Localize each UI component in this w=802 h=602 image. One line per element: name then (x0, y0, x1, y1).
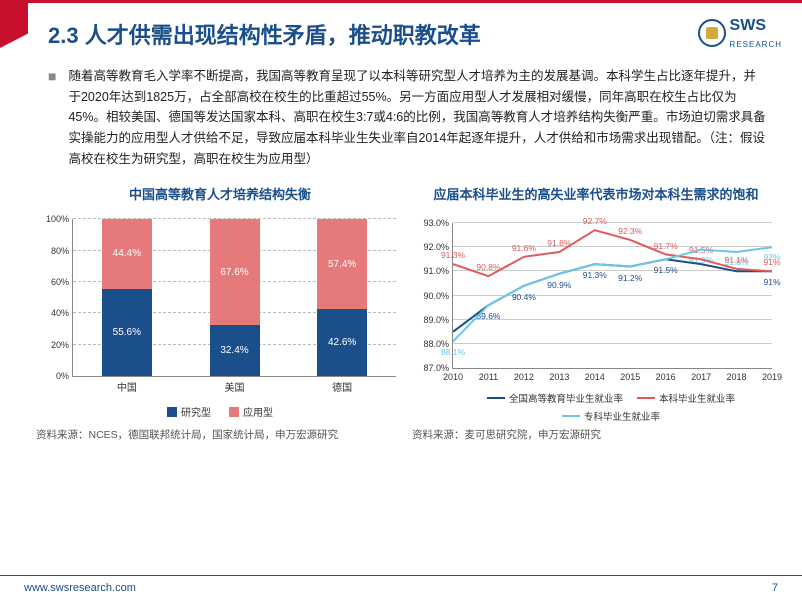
sws-logo: SWS RESEARCH (698, 13, 782, 50)
bar-segment-research: 42.6% (317, 309, 367, 376)
right-chart-column: 应届本科毕业生的高失业率代表市场 对本科生需求的饱和 87.0%88.0%89.… (412, 177, 780, 442)
right-chart-title: 应届本科毕业生的高失业率代表市场 对本科生需求的饱和 (412, 177, 780, 213)
bar-category-label: 中国 (102, 379, 152, 394)
bar-segment-research: 55.6% (102, 289, 152, 376)
bar-group: 67.6%32.4%美国 (210, 219, 260, 376)
legend-label: 本科毕业生就业率 (659, 391, 735, 405)
bar-group: 44.4%55.6%中国 (102, 219, 152, 376)
legend-line-swatch (487, 397, 505, 399)
x-axis-tick: 2017 (691, 372, 711, 382)
y-axis-tick: 90.0% (415, 291, 449, 301)
legend-label: 专科毕业生就业率 (584, 409, 660, 423)
y-axis-tick: 40% (41, 308, 69, 318)
bar-group: 57.4%42.6%德国 (317, 219, 367, 376)
bar-segment-applied: 44.4% (102, 219, 152, 289)
slide-footer: www.swsresearch.com 7 (0, 575, 802, 594)
y-axis-tick: 100% (41, 214, 69, 224)
legend-item: 本科毕业生就业率 (637, 391, 735, 405)
right-chart: 87.0%88.0%89.0%90.0%91.0%92.0%93.0%20102… (412, 215, 780, 425)
y-axis-tick: 80% (41, 246, 69, 256)
bar-plot-area: 0%20%40%60%80%100%44.4%55.6%中国67.6%32.4%… (72, 219, 396, 377)
line-series (453, 247, 772, 341)
line-svg (453, 223, 772, 368)
legend-swatch (167, 407, 177, 417)
footer-url: www.swsresearch.com (24, 582, 136, 594)
bar-segment-research: 32.4% (210, 325, 260, 376)
legend-line-swatch (562, 415, 580, 417)
x-axis-tick: 2018 (727, 372, 747, 382)
left-chart-title: 中国高等教育人才培养结构失衡 (36, 177, 404, 213)
bullet-icon: ■ (48, 66, 56, 169)
bar-segment-applied: 67.6% (210, 219, 260, 325)
line-plot-area: 87.0%88.0%89.0%90.0%91.0%92.0%93.0%20102… (452, 223, 772, 369)
line-legend: 全国高等教育毕业生就业率 本科毕业生就业率专科毕业生就业率 (442, 391, 780, 423)
legend-item: 研究型 (167, 404, 211, 419)
legend-item: 应用型 (229, 404, 273, 419)
bar-legend: 研究型 应用型 (36, 404, 404, 419)
y-axis-tick: 60% (41, 277, 69, 287)
charts-row: 中国高等教育人才培养结构失衡 0% 20% 40% 60% 80% 100% 44.4%55… (0, 173, 802, 442)
x-axis-tick: 2015 (620, 372, 640, 382)
x-axis-tick: 2014 (585, 372, 605, 382)
right-chart-source: 资料来源：麦可思研究院，申万宏源研究 (412, 427, 780, 442)
y-axis-tick: 0% (41, 371, 69, 381)
legend-line-swatch (637, 397, 655, 399)
x-axis-tick: 2013 (549, 372, 569, 382)
x-axis-tick: 2016 (656, 372, 676, 382)
bar-segment-applied: 57.4% (317, 219, 367, 309)
bar-category-label: 德国 (317, 379, 367, 394)
slide-header: 2.3 人才供需出现结构性矛盾，推动职教改革 SWS RESEARCH (0, 0, 802, 58)
x-axis-tick: 2011 (479, 372, 498, 382)
legend-label: 应用型 (243, 404, 273, 419)
sws-logo-icon (698, 19, 726, 47)
x-axis-tick: 2019 (762, 372, 782, 382)
x-axis-tick: 2012 (514, 372, 534, 382)
left-chart: 0%20%40%60%80%100%44.4%55.6%中国67.6%32.4%… (36, 215, 404, 425)
legend-item: 全国高等教育毕业生就业率 (487, 391, 623, 405)
body-text-area: ■ 随着高等教育毛入学率不断提高，我国高等教育呈现了以本科等研究型人才培养为主的… (0, 58, 802, 173)
legend-label: 全国高等教育毕业生就业率 (509, 391, 623, 405)
left-chart-column: 中国高等教育人才培养结构失衡 0% 20% 40% 60% 80% 100% 44.4%55… (36, 177, 404, 442)
footer-page-number: 7 (772, 582, 778, 594)
legend-item: 专科毕业生就业率 (562, 409, 660, 423)
bar-category-label: 美国 (210, 379, 260, 394)
x-axis-tick: 2010 (443, 372, 463, 382)
y-axis-tick: 91.0% (415, 266, 449, 276)
legend-label: 研究型 (181, 404, 211, 419)
red-corner-stripe (0, 0, 28, 48)
y-axis-tick: 89.0% (415, 315, 449, 325)
legend-swatch (229, 407, 239, 417)
y-axis-tick: 93.0% (415, 218, 449, 228)
left-chart-source: 资料来源：NCES，德国联邦统计局，国家统计局，申万宏源研究 (36, 427, 404, 442)
y-axis-tick: 20% (41, 340, 69, 350)
slide-title: 2.3 人才供需出现结构性矛盾，推动职教改革 (48, 12, 698, 50)
sws-logo-text: SWS RESEARCH (730, 17, 782, 50)
main-paragraph: 随着高等教育毛入学率不断提高，我国高等教育呈现了以本科等研究型人才培养为主的发展… (68, 66, 768, 169)
